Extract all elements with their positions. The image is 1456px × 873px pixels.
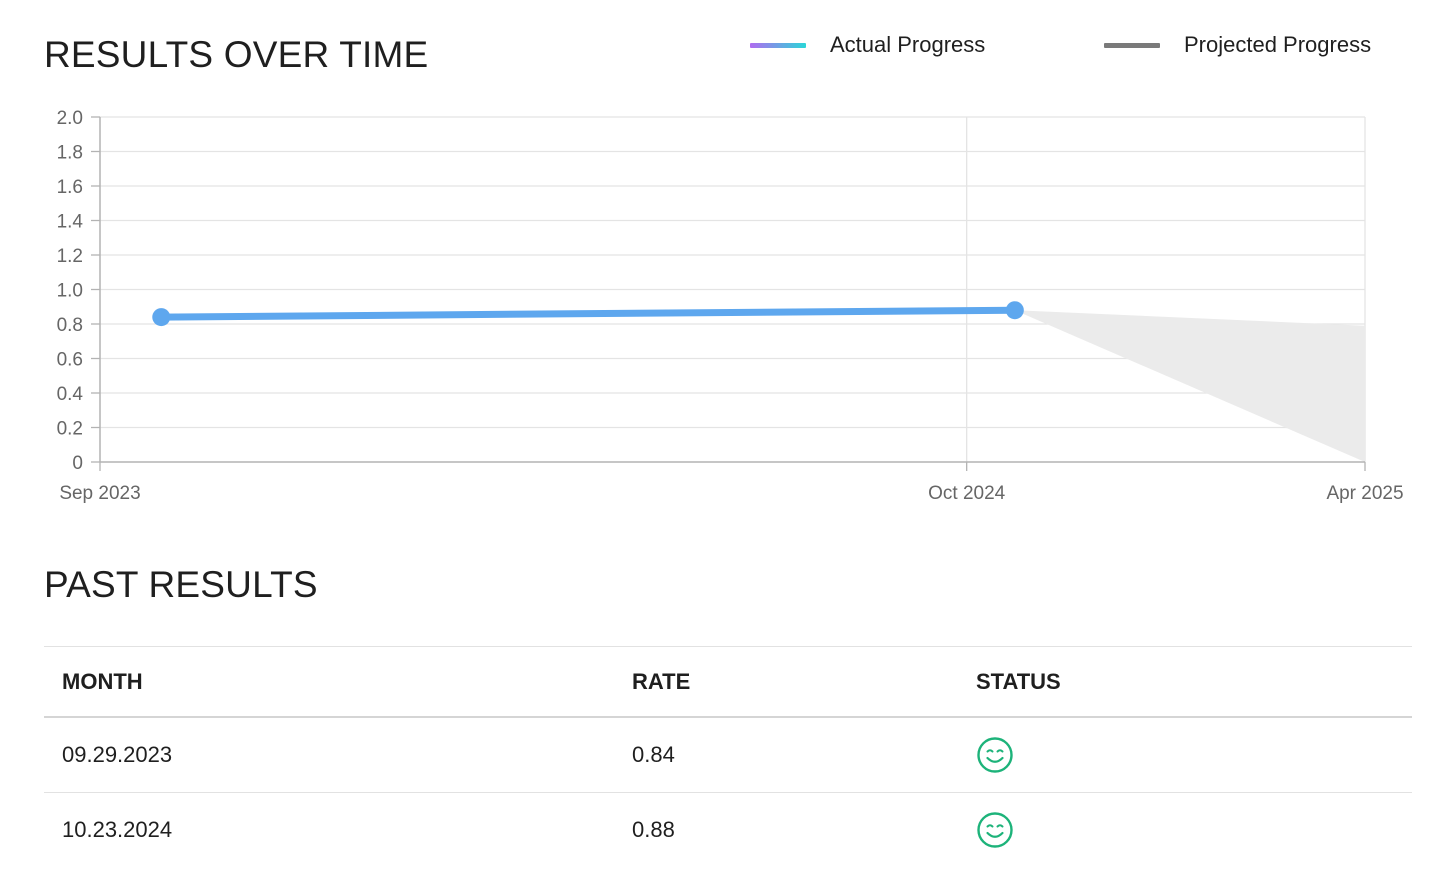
y-tick-label: 1.0 <box>57 281 83 302</box>
header-status[interactable]: STATUS <box>958 646 1412 718</box>
y-tick-label: 0.2 <box>57 419 83 440</box>
actual-progress-line <box>157 306 1019 321</box>
y-tick-label: 0.8 <box>57 315 83 336</box>
actual-progress-point <box>1005 301 1024 320</box>
legend-item-projected[interactable]: Projected Progress <box>1104 30 1371 60</box>
y-tick-label: 0 <box>72 453 83 474</box>
cell-status <box>958 717 1412 793</box>
cell-status <box>958 793 1412 868</box>
projected-progress-band <box>1014 310 1365 462</box>
legend-swatch-projected <box>1104 42 1160 48</box>
legend-label-actual: Actual Progress <box>830 32 986 57</box>
smile-icon <box>977 812 1013 848</box>
y-tick-label: 1.2 <box>57 246 83 267</box>
cell-month: 10.23.2024 <box>62 817 173 842</box>
x-tick-label: Apr 2025 <box>1326 483 1403 504</box>
y-tick-label: 0.4 <box>57 384 84 405</box>
cell-rate: 0.88 <box>632 817 675 842</box>
actual-progress-point <box>152 308 171 327</box>
legend-swatch-actual <box>750 42 806 48</box>
y-tick-label: 1.8 <box>57 143 83 164</box>
chart-title: RESULTS OVER TIME <box>44 34 429 75</box>
table-title: PAST RESULTS <box>44 564 318 605</box>
results-chart: 0 0.2 0.4 0.6 0.8 1.0 1.2 1.4 1.6 1.8 2.0 Sep 2023 O… <box>57 108 1404 504</box>
chart-legend: Actual Progress Projected Progress <box>750 30 1390 62</box>
table-row: 10.23.2024 0.88 <box>44 793 1412 868</box>
x-tick-label: Oct 2024 <box>928 483 1006 504</box>
cell-rate: 0.84 <box>614 717 958 793</box>
table-row: 09.29.2023 0.84 <box>44 717 1412 793</box>
y-tick-label: 2.0 <box>57 108 83 129</box>
table-header-row: MONTH RATE STATUS <box>44 646 1412 718</box>
legend-label-projected: Projected Progress <box>1184 32 1372 57</box>
header-month[interactable]: MONTH <box>44 646 614 718</box>
y-tick-label: 0.6 <box>57 350 83 371</box>
cell-month: 09.29.2023 <box>44 717 614 793</box>
x-tick-label: Sep 2023 <box>59 483 140 504</box>
y-tick-label: 1.4 <box>57 212 84 233</box>
past-results-table: MONTH RATE STATUS 09.29.2023 0.84 10.23.… <box>44 646 1412 867</box>
header-rate[interactable]: RATE <box>614 646 958 718</box>
smile-icon <box>977 737 1013 773</box>
y-tick-label: 1.6 <box>57 177 83 198</box>
legend-item-actual[interactable]: Actual Progress <box>750 30 985 60</box>
